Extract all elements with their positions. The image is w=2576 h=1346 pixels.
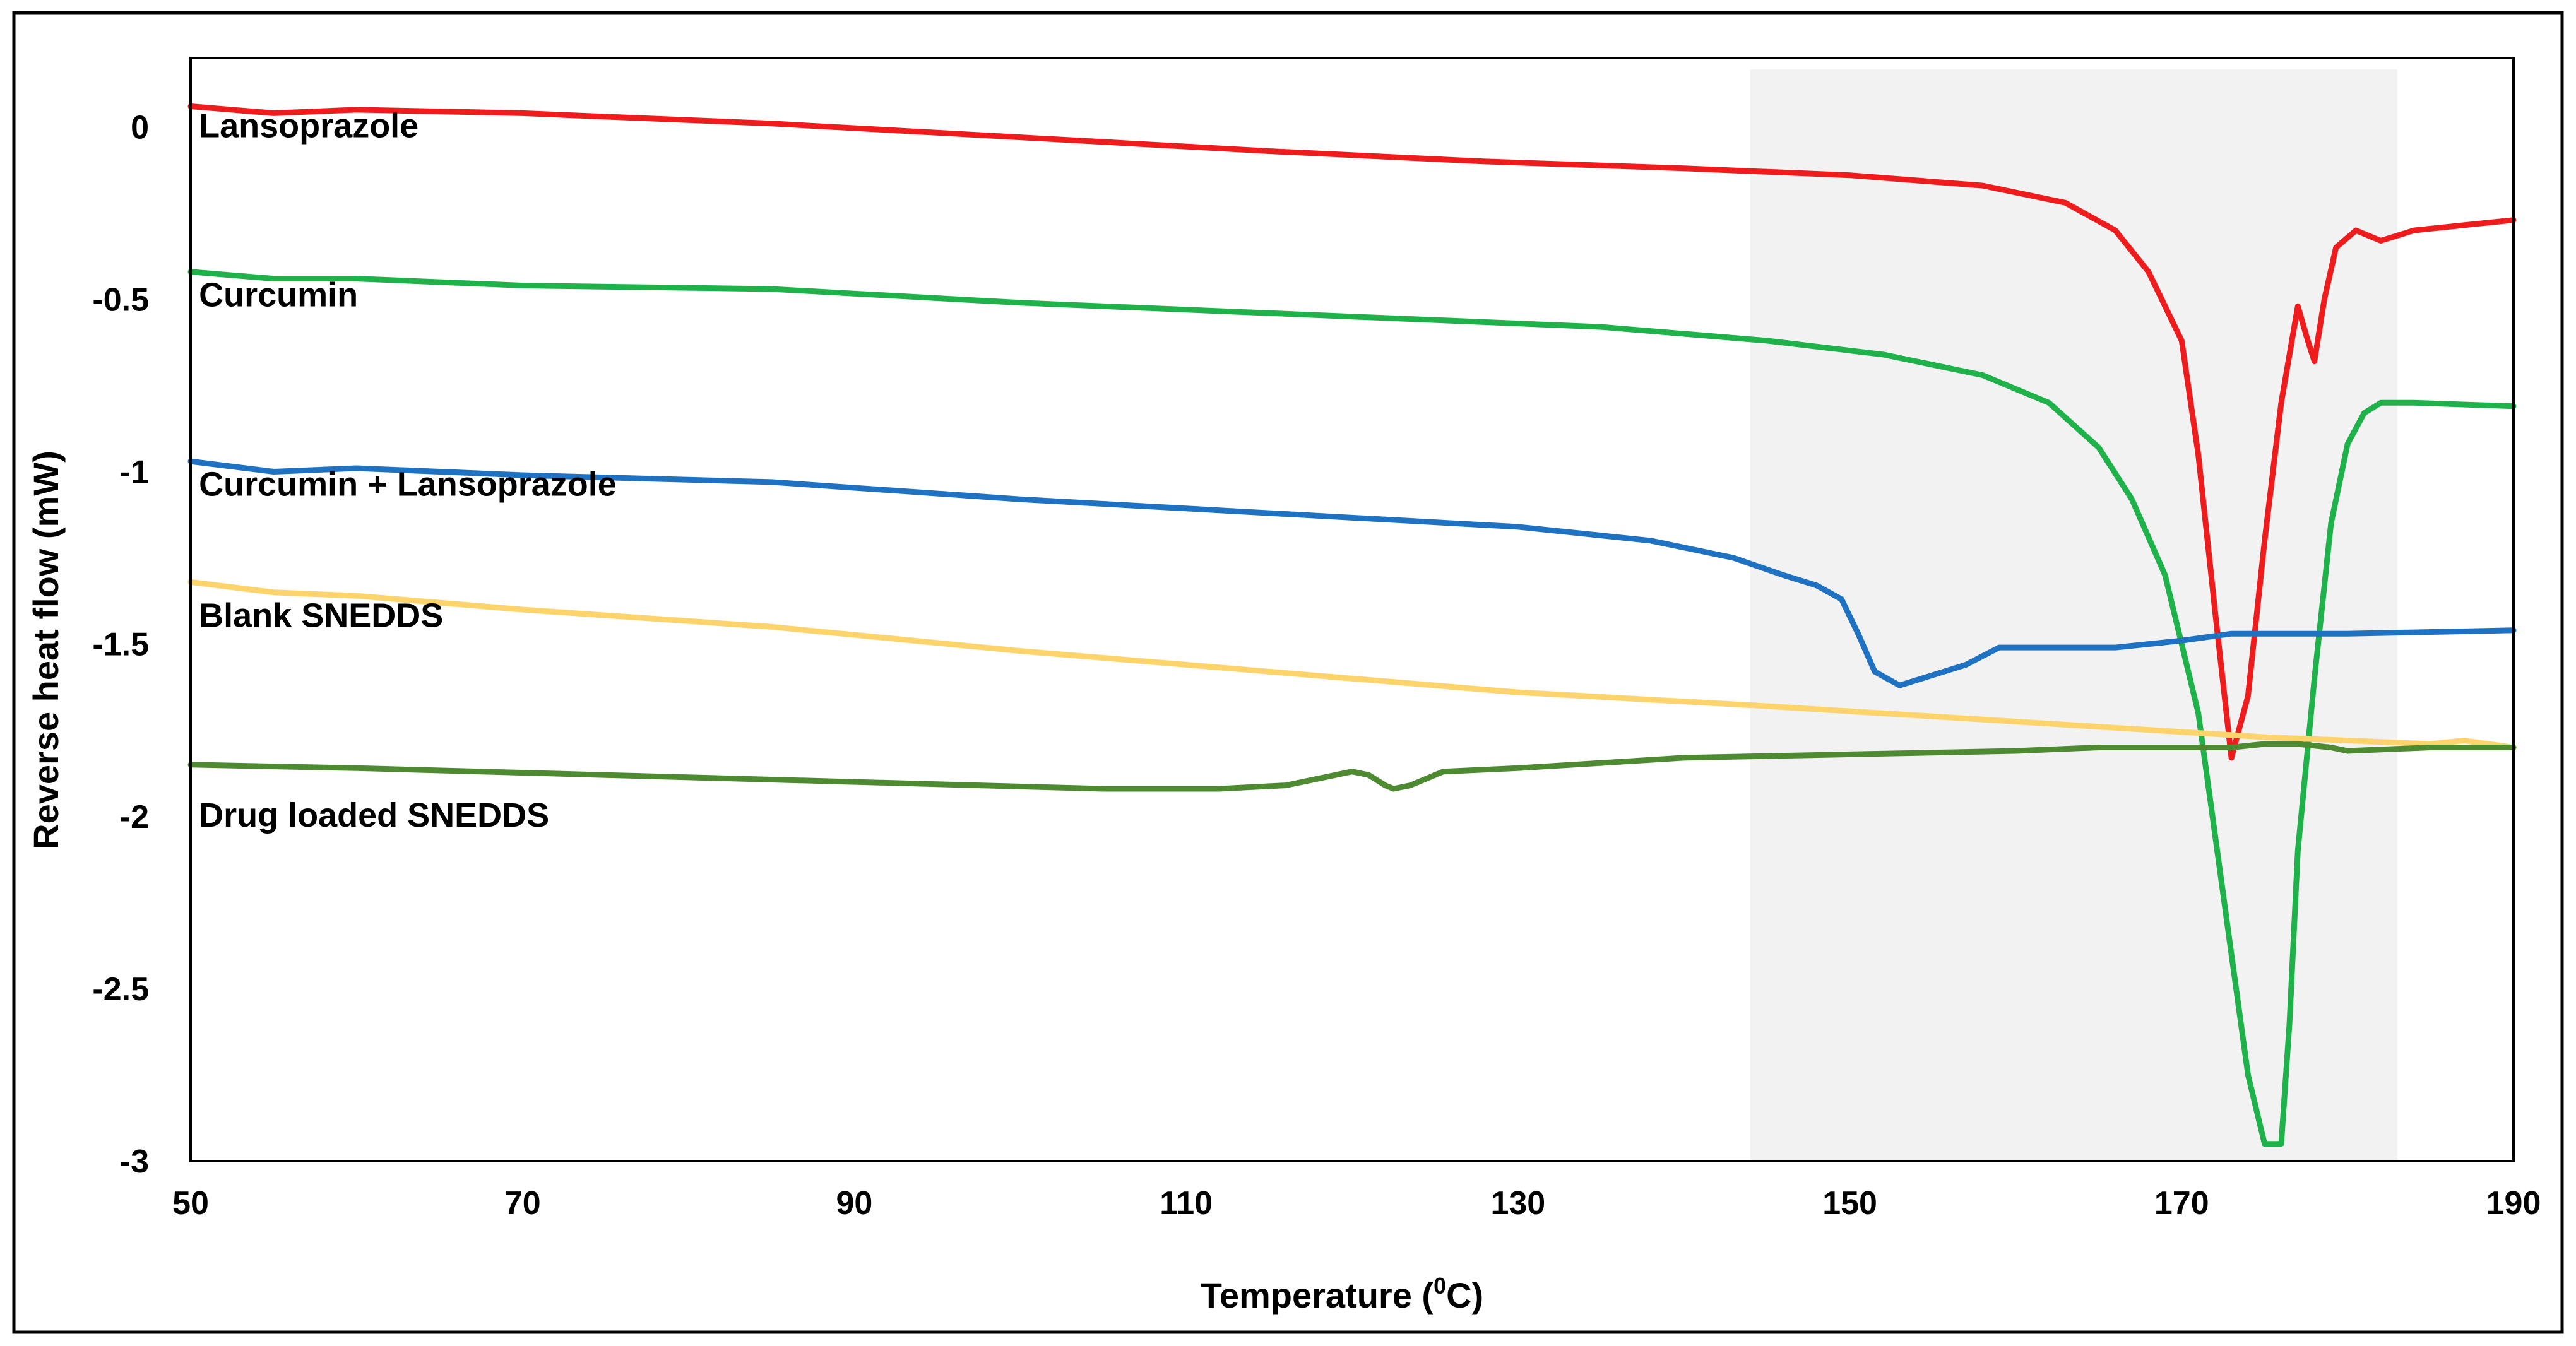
y-axis-title: Reverse heat flow (mW) [26, 451, 66, 849]
series-line-4 [187, 741, 2517, 792]
plot-area [187, 69, 2517, 1161]
series-label-3: Blank SNEDDS [199, 596, 443, 634]
y-tick-label: -3 [120, 1143, 149, 1180]
series-label-1: Curcumin [199, 276, 358, 314]
y-tick-label: -0.5 [92, 281, 149, 318]
series-line-0 [187, 103, 2517, 761]
x-tick-label: 70 [504, 1185, 541, 1222]
series-label-0: Lansoprazole [199, 107, 418, 145]
x-tick-label: 110 [1160, 1185, 1213, 1222]
x-axis-title-main: Temperature ( [1201, 1275, 1434, 1315]
x-axis-title-superscript: 0 [1433, 1273, 1446, 1299]
series-labels: Lansoprazole Curcumin Curcumin + Lansopraz… [199, 107, 617, 834]
series-line-1 [187, 269, 2517, 1147]
x-tick-label: 50 [172, 1185, 209, 1222]
y-tick-label: -1 [120, 454, 149, 491]
x-tick-label: 190 [2486, 1185, 2541, 1222]
y-tick-label: -1.5 [92, 627, 149, 663]
x-tick-label: 130 [1490, 1185, 1545, 1222]
series-label-2: Curcumin + Lansoprazole [199, 466, 617, 504]
plot-frame [189, 57, 2515, 1162]
y-tick-label: 0 [131, 109, 149, 146]
x-tick-label: 170 [2154, 1185, 2209, 1222]
x-tick-label: 150 [1822, 1185, 1877, 1222]
axes: 50 70 90 110 130 150 170 190 0 -0.5 -1 -1.5 -2 -2.5 -3 [92, 57, 2541, 1222]
x-axis-title-unit: C) [1446, 1275, 1483, 1315]
y-tick-label: -2 [120, 799, 149, 835]
series-label-4: Drug loaded SNEDDS [199, 796, 549, 834]
x-axis-title: Temperature (0C) [1201, 1273, 1483, 1315]
series-line-3 [187, 579, 2517, 750]
x-tick-label: 90 [836, 1185, 873, 1222]
series-line-2 [187, 458, 2517, 688]
y-tick-label: -2.5 [92, 971, 149, 1008]
